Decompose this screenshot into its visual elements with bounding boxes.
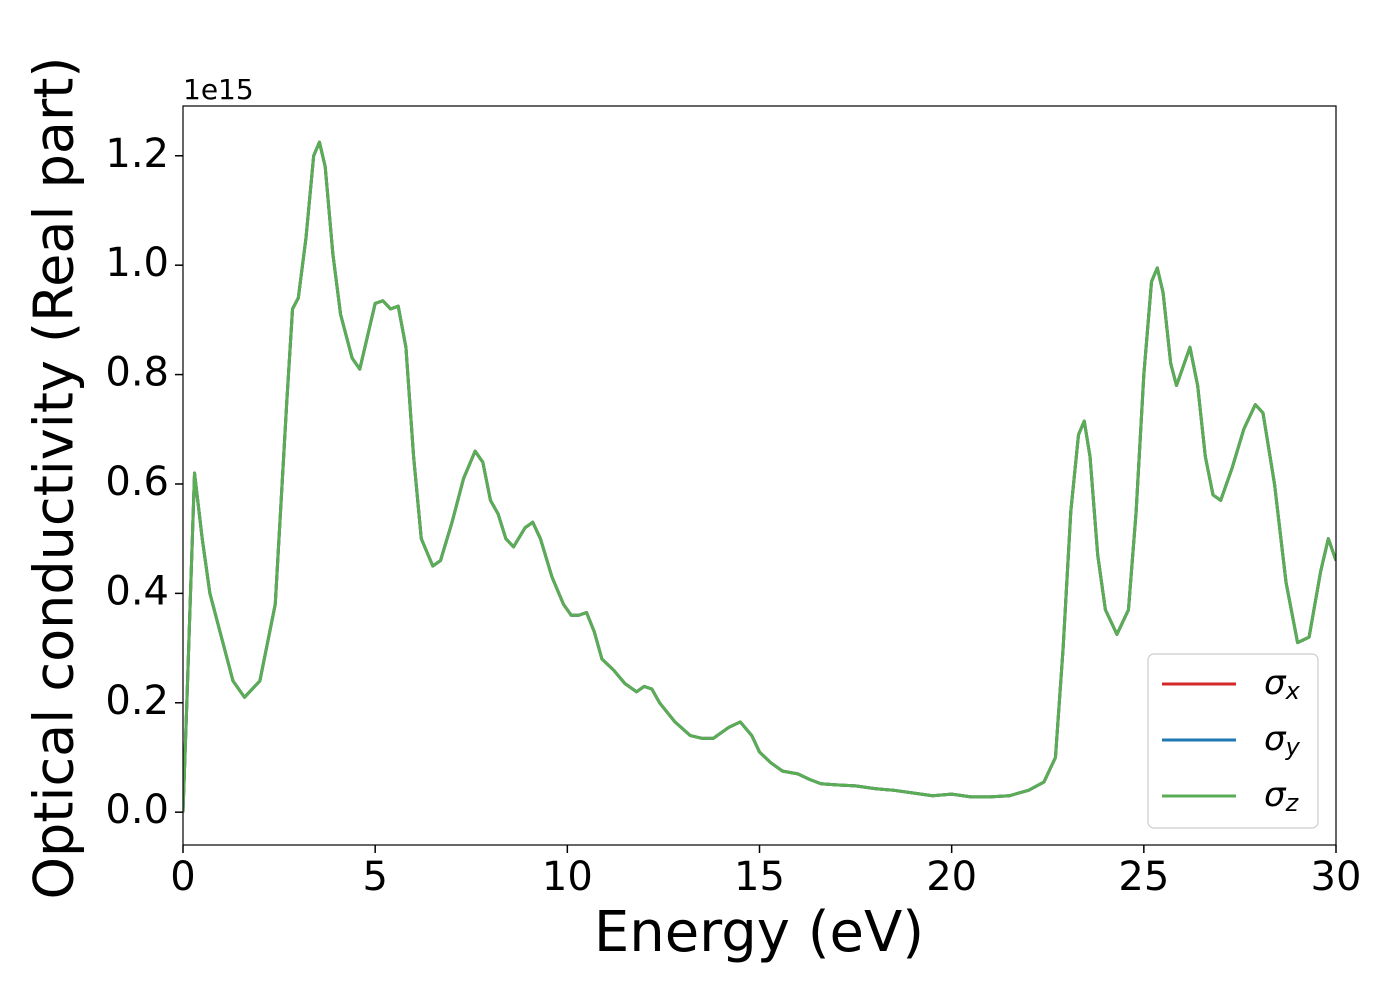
legend-label: σy [1264,719,1301,762]
x-tick-label: 10 [542,854,593,900]
x-axis-label: Energy (eV) [594,900,924,965]
y-tick-label: 1.0 [105,240,169,286]
legend-label: σz [1264,775,1300,818]
plot-frame [182,105,1337,846]
x-tick-label: 25 [1118,854,1169,900]
x-tick-label: 30 [1311,854,1362,900]
x-tick-label: 0 [170,854,195,900]
legend-label: σx [1264,663,1301,706]
x-tick-label: 20 [926,854,977,900]
series-line [183,140,1336,813]
y-tick-label: 0.0 [105,787,169,833]
y-offset-label: 1e15 [183,73,254,106]
x-tick-label: 15 [734,854,785,900]
y-tick-label: 0.6 [105,459,169,505]
y-tick-label: 1.2 [105,131,169,177]
y-tick-label: 0.4 [105,568,169,614]
y-axis-label: Optical conductivity (Real part) [23,57,86,900]
y-tick-label: 0.8 [105,350,169,396]
y-tick-label: 0.2 [105,678,169,724]
x-tick-label: 5 [362,854,387,900]
